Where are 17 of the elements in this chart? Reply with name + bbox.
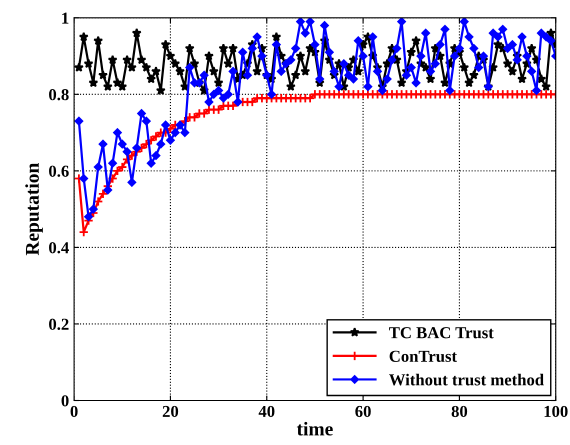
- x-tick-label: 60: [355, 406, 371, 418]
- legend-label: TC BAC Trust: [389, 327, 494, 338]
- y-tick-label: 0.4: [49, 242, 69, 254]
- x-tick-label: 100: [544, 406, 568, 418]
- x-tick-label: 0: [70, 406, 78, 418]
- x-axis-title: time: [296, 422, 333, 436]
- y-tick-label: 1: [62, 12, 68, 24]
- y-tick-label: 0.2: [49, 318, 69, 330]
- legend-label: Without trust method: [389, 374, 544, 386]
- legend-label: ConTrust: [390, 350, 457, 362]
- x-tick-label: 20: [162, 406, 178, 418]
- y-tick-label: 0.6: [49, 166, 69, 177]
- y-tick-label: 0.8: [49, 89, 69, 100]
- x-tick-label: 80: [452, 406, 468, 418]
- y-tick-label: 0: [62, 395, 69, 406]
- x-tick-label: 40: [258, 406, 274, 418]
- y-axis-title: Reputation: [25, 162, 43, 256]
